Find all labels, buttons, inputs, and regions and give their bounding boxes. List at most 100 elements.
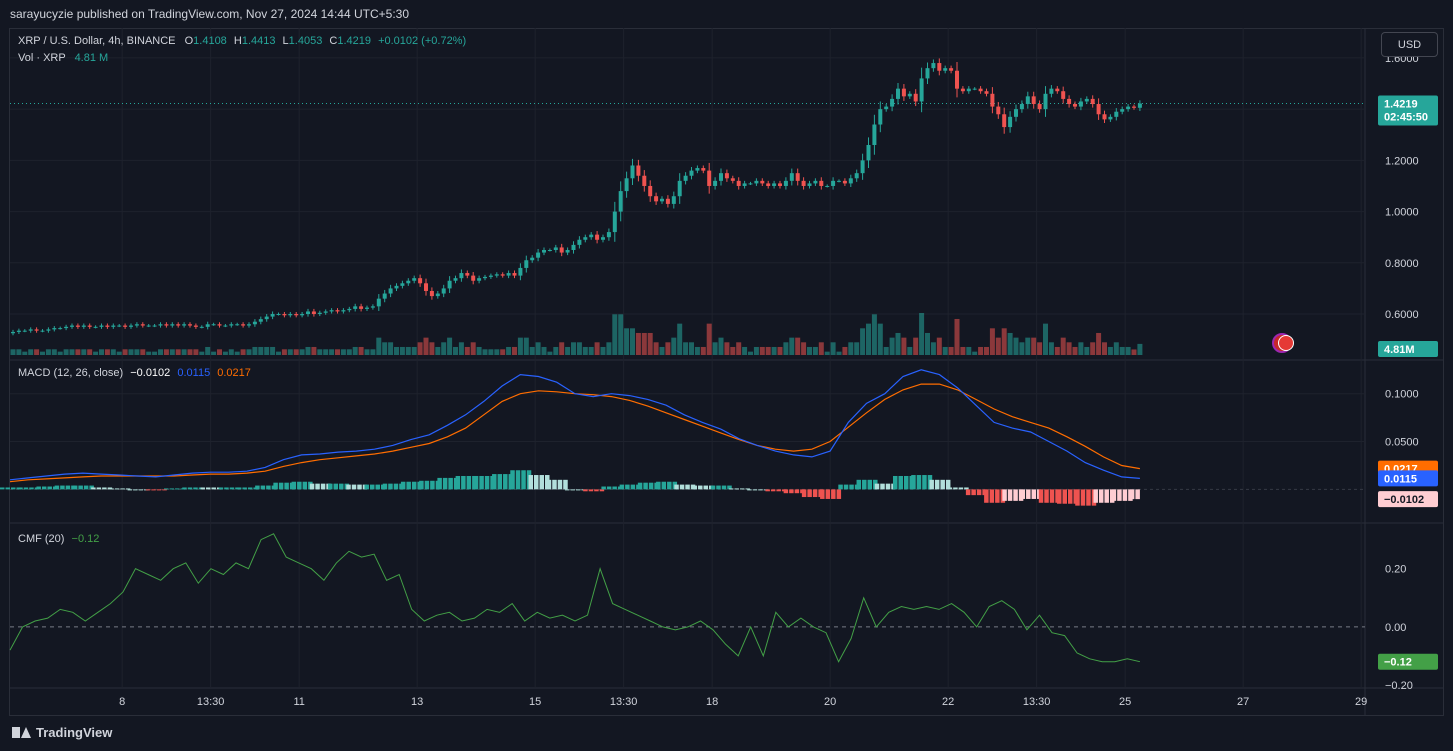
candle-body bbox=[512, 273, 517, 276]
volume-bar bbox=[281, 349, 287, 355]
candle-body bbox=[258, 319, 263, 322]
candle-body bbox=[235, 324, 240, 326]
volume-bar bbox=[954, 318, 960, 355]
candle-body bbox=[388, 288, 393, 294]
volume-bar bbox=[641, 332, 647, 355]
candle-body bbox=[978, 88, 983, 92]
macd-histogram-bar bbox=[575, 489, 581, 491]
volume-bar bbox=[1054, 346, 1060, 355]
h-label: H bbox=[233, 35, 242, 47]
volume-bar bbox=[871, 314, 877, 355]
candle-body bbox=[831, 180, 836, 186]
volume-bar bbox=[352, 346, 358, 355]
macd-histogram-bar bbox=[745, 488, 750, 490]
candle-body bbox=[64, 326, 69, 329]
volume-bar bbox=[1066, 342, 1072, 355]
volume-bar bbox=[169, 349, 175, 355]
currency-button[interactable]: USD bbox=[1381, 32, 1438, 57]
volume-bar bbox=[624, 328, 630, 355]
us-flag-icon[interactable] bbox=[1278, 335, 1294, 351]
macd-label: MACD (12, 26, close) bbox=[18, 367, 124, 379]
macd-badge-text: 0.0115 bbox=[1384, 473, 1417, 485]
volume-bar bbox=[547, 351, 553, 355]
candle-body bbox=[506, 273, 511, 276]
candle-body bbox=[996, 106, 1001, 115]
volume-bar bbox=[447, 337, 453, 355]
macd-histogram-bar bbox=[934, 479, 940, 490]
macd-histogram-bar bbox=[727, 485, 732, 490]
macd-histogram-bar bbox=[89, 485, 94, 490]
x-tick-label: 13:30 bbox=[610, 696, 638, 708]
volume-bar bbox=[824, 351, 830, 355]
macd-histogram-bar bbox=[679, 484, 685, 490]
volume-bar bbox=[464, 346, 470, 355]
volume-bar bbox=[500, 349, 506, 355]
candle-body bbox=[435, 293, 440, 297]
volume-bar bbox=[335, 349, 340, 355]
volume-bar bbox=[1107, 346, 1113, 355]
macd-histogram-bar bbox=[78, 485, 83, 490]
volume-bar bbox=[40, 351, 45, 355]
macd-histogram-bar bbox=[1093, 489, 1098, 503]
macd-histogram-bar bbox=[1026, 489, 1031, 499]
macd-histogram-bar bbox=[739, 488, 745, 490]
volume-bar bbox=[51, 349, 57, 355]
x-tick-label: 13 bbox=[411, 696, 423, 708]
volume-bar bbox=[795, 337, 801, 355]
macd-histogram-bar bbox=[898, 475, 903, 490]
volume-bar bbox=[694, 346, 700, 355]
macd-histogram-bar bbox=[1068, 489, 1073, 504]
volume-bar bbox=[1131, 349, 1137, 355]
candle-body bbox=[335, 310, 340, 312]
candle-body bbox=[70, 325, 74, 327]
candle-body bbox=[241, 324, 246, 326]
volume-bar bbox=[866, 323, 871, 355]
candle-body bbox=[730, 178, 735, 181]
volume-bar bbox=[1025, 337, 1031, 355]
macd-histogram-bar bbox=[728, 488, 734, 490]
macd-histogram-bar bbox=[599, 489, 605, 492]
candle-body bbox=[1073, 104, 1077, 107]
candle-body bbox=[542, 250, 546, 253]
macd-histogram-bar bbox=[145, 489, 151, 491]
macd-histogram-bar bbox=[625, 484, 630, 490]
volume-bar bbox=[677, 323, 683, 355]
tradingview-logo[interactable]: TradingView bbox=[12, 725, 112, 740]
volume-bar bbox=[801, 342, 807, 355]
volume-bar bbox=[411, 346, 417, 355]
price-tick-label: 0.8000 bbox=[1385, 258, 1419, 270]
macd-histogram-bar bbox=[127, 489, 133, 491]
macd-histogram-bar bbox=[885, 483, 891, 490]
volume-bar bbox=[228, 349, 234, 355]
volume-badge: 4.81M bbox=[1378, 341, 1438, 357]
macd-histogram-bar bbox=[461, 475, 466, 490]
volume-bar bbox=[1019, 342, 1025, 355]
macd-histogram-bar bbox=[393, 483, 399, 490]
volume-bar bbox=[63, 349, 69, 355]
volume-bar bbox=[1078, 342, 1084, 355]
volume-bar bbox=[299, 349, 305, 355]
macd-histogram-bar bbox=[437, 477, 442, 490]
o-label: O bbox=[184, 35, 194, 47]
macd-histogram-bar bbox=[109, 488, 114, 490]
candle-body bbox=[766, 183, 771, 186]
volume-bar bbox=[582, 346, 588, 355]
macd-histogram-bar bbox=[1135, 489, 1140, 500]
candle-body bbox=[583, 237, 588, 240]
macd-histogram-bar bbox=[838, 484, 843, 490]
macd-histogram-bar bbox=[674, 484, 679, 490]
macd-histogram-bar bbox=[1117, 489, 1122, 501]
macd-histogram-bar bbox=[175, 488, 180, 490]
candle-body bbox=[742, 183, 747, 186]
candle-body bbox=[1132, 106, 1136, 108]
candle-body bbox=[701, 168, 706, 171]
macd-histogram-bar bbox=[466, 475, 472, 490]
macd-histogram-bar bbox=[430, 480, 435, 490]
footer bbox=[0, 716, 1453, 751]
macd-histogram-bar bbox=[419, 480, 424, 490]
candle-body bbox=[311, 311, 316, 315]
volume-bar bbox=[989, 328, 995, 355]
macd-histogram-bar bbox=[503, 474, 508, 490]
macd-histogram-bar bbox=[218, 487, 224, 490]
